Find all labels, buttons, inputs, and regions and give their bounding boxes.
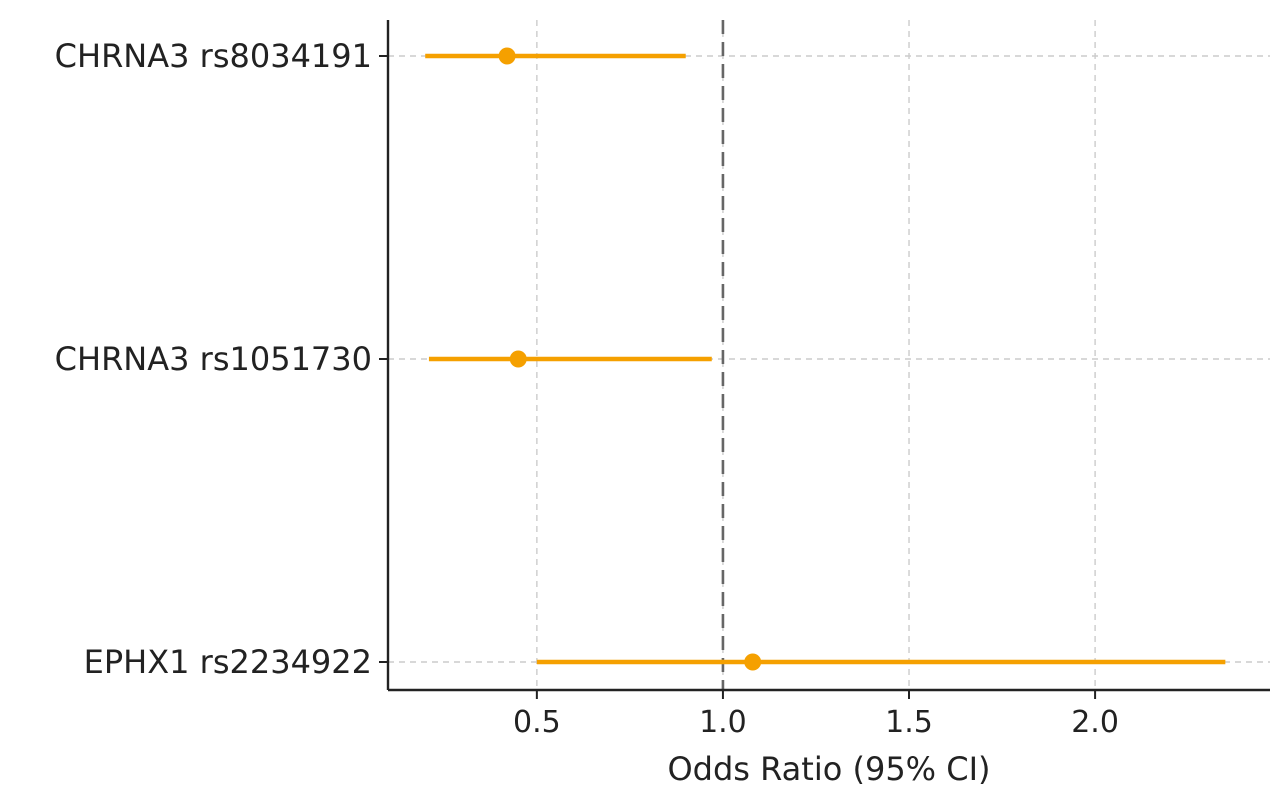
x-tick-label: 1.0 <box>699 705 747 740</box>
y-tick-label: CHRNA3 rs1051730 <box>55 340 372 378</box>
odds-ratio-point <box>744 653 762 671</box>
odds-ratio-point <box>498 47 516 65</box>
x-tick-label: 2.0 <box>1071 705 1119 740</box>
y-tick-label: CHRNA3 rs8034191 <box>55 37 372 75</box>
y-ticks: CHRNA3 rs8034191 CHRNA3 rs1051730 EPHX1 rs… <box>55 37 388 681</box>
x-tick-label: 0.5 <box>513 705 561 740</box>
y-tick-label: EPHX1 rs2234922 <box>84 643 372 681</box>
series <box>425 47 1226 671</box>
axes <box>386 20 1270 692</box>
odds-ratio-point <box>509 350 527 368</box>
x-axis-title: Odds Ratio (95% CI) <box>667 750 990 788</box>
x-ticks: 0.5 1.0 1.5 2.0 <box>513 690 1119 740</box>
x-tick-label: 1.5 <box>885 705 933 740</box>
